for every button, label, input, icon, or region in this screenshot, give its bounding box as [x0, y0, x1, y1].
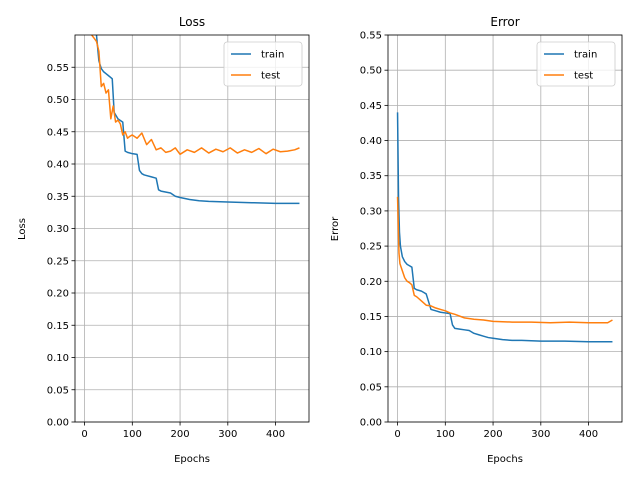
- loss-legend-label-test: test: [261, 71, 280, 82]
- loss-x-tick-label: 0: [81, 429, 87, 440]
- loss-y-tick-label: 0.05: [47, 385, 69, 396]
- error-legend-label-test: test: [574, 71, 593, 82]
- error-x-tick-label: 200: [484, 429, 503, 440]
- loss-y-tick-label: 0.15: [47, 321, 69, 332]
- error-y-tick-label: 0.20: [360, 277, 382, 288]
- loss-series-group: [91, 35, 300, 205]
- loss-y-tick-label: 0.30: [47, 224, 69, 235]
- loss-y-tick-label: 0.55: [47, 63, 69, 74]
- loss-panel: Loss Epochs Loss 0 100 200 300 400 0.00 0.05 0.…: [17, 15, 310, 465]
- error-y-tick-label: 0.05: [360, 382, 382, 393]
- loss-y-tick-label: 0.10: [47, 353, 69, 364]
- loss-y-tick-label: 0.50: [47, 95, 69, 106]
- loss-y-tick-label: 0.45: [47, 127, 69, 138]
- loss-series-test-line: [91, 35, 300, 156]
- loss-y-tick-label: 0.25: [47, 256, 69, 267]
- loss-legend: train test: [223, 41, 303, 87]
- error-legend-label-train: train: [574, 50, 597, 61]
- loss-x-tick-label: 100: [123, 429, 142, 440]
- loss-series-train-line: [95, 35, 300, 205]
- error-panel: Error Epochs Error 0 100 200 300 400 0.00 0.05…: [330, 15, 623, 465]
- loss-y-axis-label: Loss: [17, 218, 28, 240]
- error-y-tick-label: 0.30: [360, 206, 382, 217]
- loss-y-tick-label: 0.00: [47, 418, 69, 429]
- error-y-tick-label: 0.35: [360, 171, 382, 182]
- error-x-tick-label: 300: [531, 429, 550, 440]
- loss-x-axis-label: Epochs: [174, 454, 210, 465]
- loss-y-tick-label: 0.35: [47, 192, 69, 203]
- error-y-tick-label: 0.50: [360, 66, 382, 77]
- error-series-train-line: [396, 112, 613, 343]
- loss-legend-label-train: train: [261, 50, 284, 61]
- error-legend: train test: [536, 41, 616, 87]
- error-series-test-line: [396, 196, 613, 324]
- error-y-tick-label: 0.10: [360, 347, 382, 358]
- error-y-axis-label: Error: [330, 216, 341, 241]
- error-series-group: [396, 112, 613, 343]
- error-x-axis-label: Epochs: [487, 454, 523, 465]
- error-y-tick-label: 0.45: [360, 101, 382, 112]
- error-y-tick-label: 0.55: [360, 31, 382, 42]
- loss-x-tick-label: 400: [266, 429, 285, 440]
- loss-x-tick-label: 300: [218, 429, 237, 440]
- loss-chart-title: Loss: [179, 15, 205, 29]
- loss-x-tick-label: 200: [171, 429, 190, 440]
- error-y-tick-label: 0.40: [360, 136, 382, 147]
- error-x-tick-label: 0: [394, 429, 400, 440]
- error-y-tick-label: 0.15: [360, 312, 382, 323]
- loss-y-tick-label: 0.40: [47, 160, 69, 171]
- error-y-tick-label: 0.25: [360, 242, 382, 253]
- error-y-tick-label: 0.00: [360, 418, 382, 429]
- error-x-tick-label: 100: [436, 429, 455, 440]
- loss-y-tick-label: 0.20: [47, 289, 69, 300]
- error-x-tick-label: 400: [579, 429, 598, 440]
- error-chart-title: Error: [490, 15, 519, 29]
- error-axes-frame: [387, 34, 623, 423]
